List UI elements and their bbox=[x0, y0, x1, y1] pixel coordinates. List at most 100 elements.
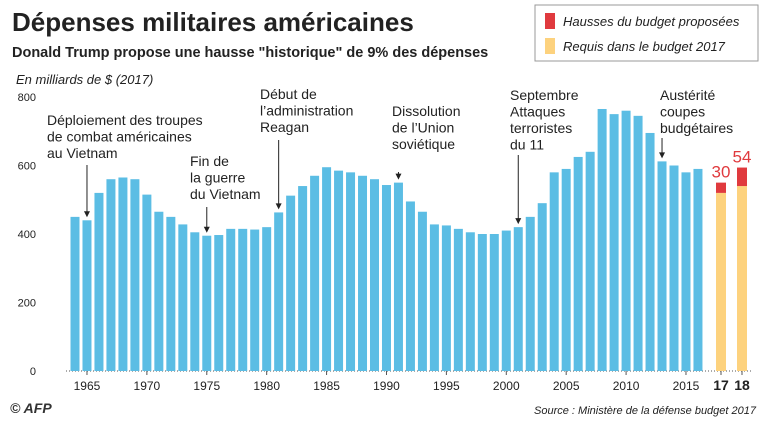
bar bbox=[405, 201, 415, 371]
y-tick-label: 200 bbox=[18, 298, 36, 310]
bar bbox=[489, 234, 499, 371]
bar bbox=[501, 230, 511, 371]
bar bbox=[549, 172, 559, 371]
annotation: Fin de bbox=[190, 153, 229, 169]
annotation: soviétique bbox=[392, 136, 455, 152]
bar bbox=[142, 194, 152, 371]
bar bbox=[381, 185, 391, 371]
bar bbox=[178, 224, 188, 371]
annotation: de combat américaines bbox=[47, 129, 192, 145]
bar bbox=[393, 182, 403, 371]
bar bbox=[621, 110, 631, 371]
bar bbox=[737, 186, 747, 371]
bar bbox=[585, 151, 595, 371]
annotation: terroristes bbox=[510, 120, 572, 136]
x-tick-label: 1980 bbox=[253, 379, 280, 393]
bar bbox=[609, 114, 619, 371]
bar bbox=[358, 175, 368, 371]
bar bbox=[537, 203, 547, 371]
legend-label: Requis dans le budget 2017 bbox=[563, 39, 726, 54]
bar bbox=[322, 167, 332, 371]
bar bbox=[310, 175, 320, 371]
annotation: Austérité bbox=[660, 87, 715, 103]
x-tick-label: 1965 bbox=[74, 379, 101, 393]
x-tick-label: 1995 bbox=[433, 379, 460, 393]
bar bbox=[238, 228, 248, 371]
annotation: de l’Union bbox=[392, 120, 454, 136]
data-label: 30 bbox=[712, 163, 731, 182]
bar bbox=[298, 186, 308, 371]
annotation-arrowhead bbox=[395, 173, 402, 180]
annotation: budgétaires bbox=[660, 120, 733, 136]
x-tick-label: 18 bbox=[734, 377, 750, 393]
x-tick-label: 1985 bbox=[313, 379, 340, 393]
legend-swatch bbox=[545, 38, 555, 54]
annotation: Début de bbox=[260, 86, 317, 102]
x-tick-label: 2000 bbox=[493, 379, 520, 393]
bar bbox=[250, 229, 260, 371]
credit: © AFP bbox=[10, 400, 52, 416]
legend-swatch bbox=[545, 13, 555, 29]
bar bbox=[262, 227, 272, 371]
annotation: Septembre bbox=[510, 87, 579, 103]
chart-title: Dépenses militaires américaines bbox=[12, 7, 414, 37]
bar bbox=[453, 228, 463, 371]
bar bbox=[441, 225, 451, 371]
annotation: l’administration bbox=[260, 103, 353, 119]
source: Source : Ministère de la défense budget … bbox=[534, 405, 757, 417]
bar bbox=[118, 177, 128, 371]
x-tick-label: 1990 bbox=[373, 379, 400, 393]
y-tick-label: 600 bbox=[18, 161, 36, 173]
bar bbox=[716, 182, 726, 193]
bar bbox=[561, 168, 571, 371]
bar bbox=[130, 179, 140, 371]
x-tick-label: 2010 bbox=[613, 379, 640, 393]
y-tick-label: 400 bbox=[18, 229, 36, 241]
bar bbox=[737, 167, 747, 187]
annotation: Déploiement des troupes bbox=[47, 112, 203, 128]
bar bbox=[370, 179, 379, 371]
bar bbox=[154, 211, 164, 371]
bar bbox=[716, 192, 726, 371]
x-tick-label: 17 bbox=[713, 377, 729, 393]
annotation: au Vietnam bbox=[47, 145, 118, 161]
x-tick-label: 1970 bbox=[134, 379, 161, 393]
data-label: 54 bbox=[733, 148, 752, 167]
bar bbox=[417, 211, 427, 371]
bar bbox=[681, 172, 691, 371]
bar bbox=[477, 234, 487, 371]
bar bbox=[465, 232, 475, 371]
bar bbox=[645, 132, 655, 371]
bar bbox=[513, 227, 523, 371]
bar bbox=[70, 216, 80, 371]
bar bbox=[597, 108, 607, 372]
chart-subtitle: Donald Trump propose une hausse "histori… bbox=[12, 45, 488, 61]
annotation: Reagan bbox=[260, 119, 309, 135]
bar bbox=[346, 172, 356, 371]
bar bbox=[226, 228, 236, 371]
bar bbox=[633, 115, 643, 372]
x-tick-label: 2005 bbox=[553, 379, 580, 393]
annotation: Attaques bbox=[510, 104, 565, 120]
bar bbox=[274, 212, 284, 371]
bar bbox=[525, 216, 535, 371]
annotation-arrowhead bbox=[515, 218, 522, 225]
bar bbox=[286, 195, 296, 371]
legend-box bbox=[534, 4, 759, 62]
bar bbox=[693, 168, 703, 371]
bar bbox=[214, 235, 224, 371]
bar bbox=[669, 165, 679, 371]
bar bbox=[166, 216, 176, 371]
bar bbox=[429, 224, 439, 371]
x-tick-label: 1975 bbox=[193, 379, 220, 393]
bar bbox=[82, 220, 92, 371]
annotation-arrowhead bbox=[659, 152, 666, 159]
annotation: coupes bbox=[660, 104, 705, 120]
bar bbox=[202, 235, 212, 371]
x-tick-label: 2015 bbox=[673, 379, 700, 393]
y-tick-label: 800 bbox=[18, 92, 36, 104]
annotation: Dissolution bbox=[392, 103, 460, 119]
y-axis-label: En milliards de $ (2017) bbox=[16, 72, 153, 87]
annotation-arrowhead bbox=[275, 203, 282, 210]
